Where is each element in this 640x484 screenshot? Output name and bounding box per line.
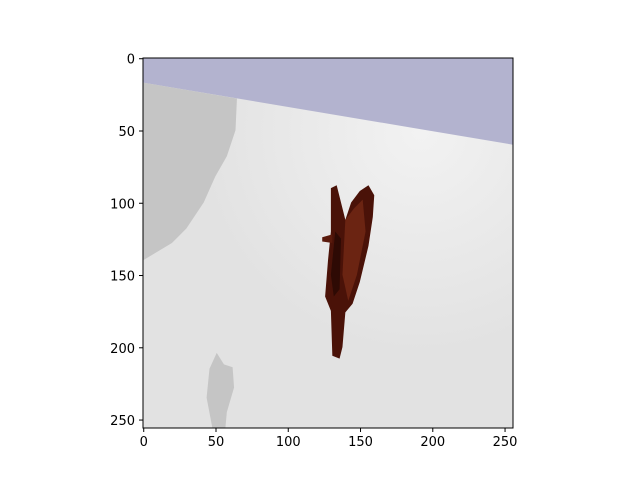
x-tick-label: 100 [276,435,301,450]
y-tick-label: 50 [118,125,135,140]
x-tick-label: 250 [493,435,518,450]
x-tick-label: 0 [140,435,148,450]
image [143,58,513,428]
y-tick-label: 200 [110,342,135,357]
x-tick-label: 150 [348,435,373,450]
y-tick-label: 100 [110,197,135,212]
y-tick-label: 250 [110,414,135,429]
object [322,185,375,359]
axes-frame [142,57,514,429]
shadow [206,352,235,428]
shadow [143,82,237,261]
y-tick-label: 150 [110,270,135,285]
x-tick-label: 200 [420,435,445,450]
y-tick-label: 0 [127,53,135,68]
sky [143,58,513,145]
x-tick-label: 50 [208,435,225,450]
